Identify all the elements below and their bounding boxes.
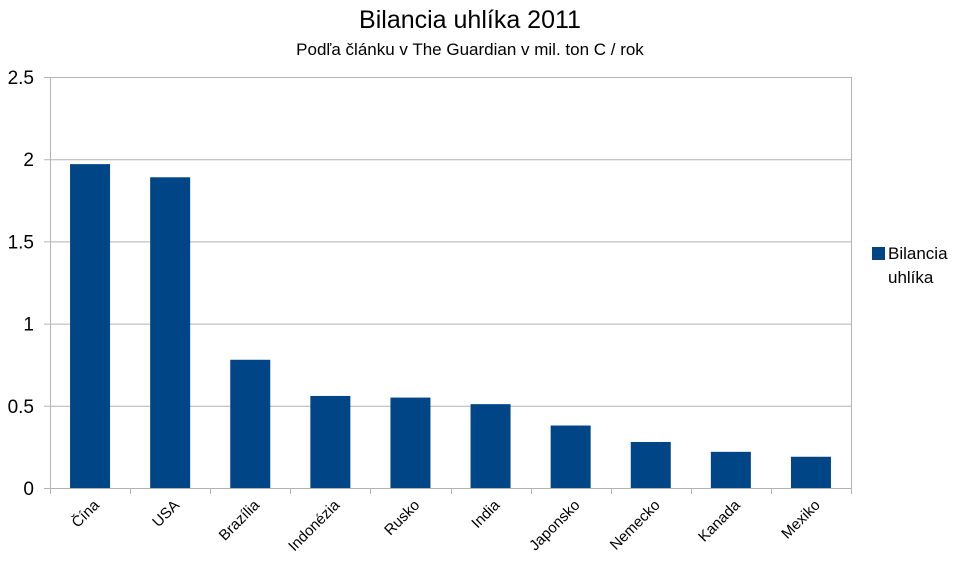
bars — [70, 164, 831, 488]
y-tick-labels: 0 0.5 1 1.5 2 2.5 — [8, 68, 34, 500]
x-tick-labels: Čína USA Brazília Indonézia Rusko India Japons… — [68, 496, 823, 554]
x-tick-label: Brazília — [216, 496, 264, 544]
x-tick-label: Rusko — [381, 497, 423, 539]
x-tick-label: Indonézia — [285, 496, 343, 554]
bar — [230, 359, 271, 488]
bar — [310, 395, 351, 488]
x-tick-label: Kanada — [695, 496, 744, 545]
y-tick-label: 0 — [23, 479, 34, 500]
x-tick-label: Japonsko — [526, 497, 583, 554]
y-tick-label: 1.5 — [8, 232, 34, 253]
bar — [150, 177, 191, 488]
bar — [630, 441, 671, 488]
bar — [550, 425, 591, 488]
y-tick-label: 0.5 — [8, 397, 34, 418]
bar — [390, 397, 431, 488]
chart-subtitle: Podľa článku v The Guardian v mil. ton C… — [296, 40, 644, 59]
y-tick-label: 2.5 — [8, 68, 34, 89]
bar — [70, 164, 111, 488]
x-tick-label: Čína — [68, 496, 103, 531]
y-tick-label: 2 — [23, 150, 34, 171]
x-tick-label: Nemecko — [607, 497, 664, 554]
legend-label: Bilancia uhlíka — [888, 244, 948, 287]
x-tick-label: USA — [149, 497, 183, 531]
chart-title: Bilancia uhlíka 2011 — [359, 6, 581, 34]
legend-swatch — [872, 247, 885, 260]
x-tick-label: India — [468, 496, 503, 531]
y-tick-label: 1 — [23, 315, 34, 336]
bar — [470, 404, 511, 488]
axes — [44, 77, 852, 494]
bar — [710, 451, 751, 488]
x-tick-label: Mexiko — [778, 497, 824, 543]
bar — [790, 456, 831, 488]
